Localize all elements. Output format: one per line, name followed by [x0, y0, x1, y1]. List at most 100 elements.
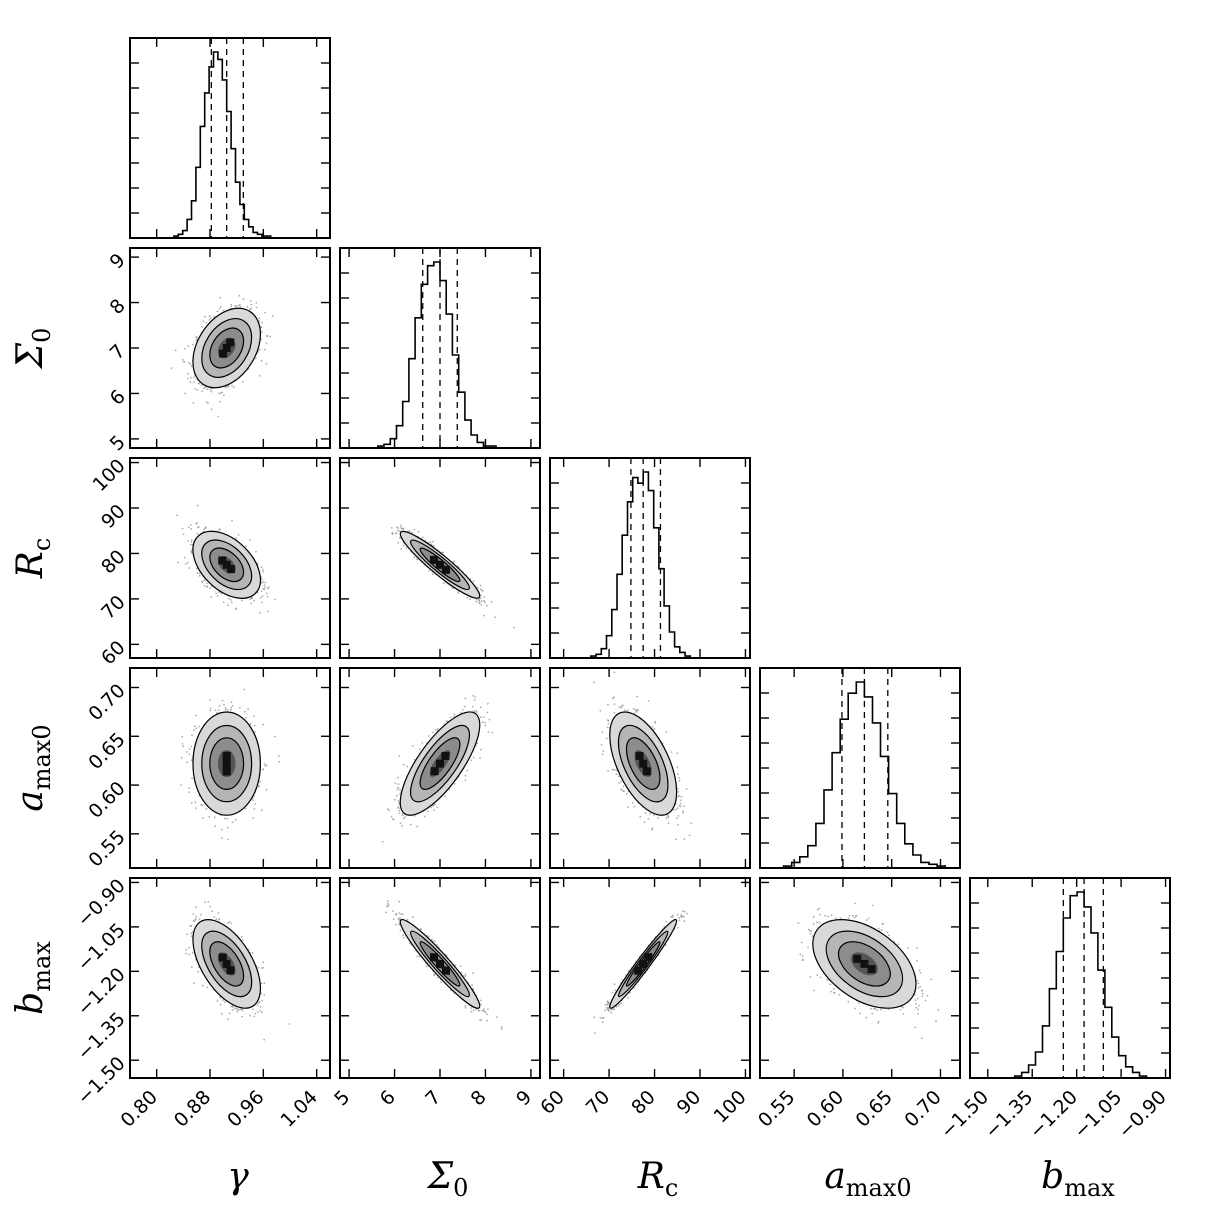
sample-point: [203, 387, 206, 390]
sample-point: [483, 599, 486, 602]
sample-point: [209, 587, 212, 589]
sample-point: [192, 343, 194, 346]
sample-point: [513, 626, 515, 629]
sample-point: [429, 541, 432, 544]
sample-point: [190, 745, 193, 748]
sample-point: [203, 579, 206, 582]
sample-point: [267, 586, 270, 588]
sample-point: [177, 561, 179, 564]
sample-point: [400, 524, 402, 527]
sample-point: [222, 601, 225, 603]
sample-point: [255, 550, 257, 553]
sample-point: [261, 321, 263, 324]
sample-point: [417, 530, 420, 533]
sample-point: [239, 305, 242, 308]
sample-point: [256, 562, 259, 564]
sample-point: [190, 365, 193, 368]
sample-point: [272, 315, 274, 317]
sample-point: [202, 817, 204, 819]
sample-point: [260, 326, 263, 329]
panel-content: [170, 294, 274, 418]
sample-point: [219, 400, 221, 403]
sample-point: [210, 390, 213, 393]
sample-point: [201, 390, 204, 393]
sample-point: [208, 319, 211, 321]
sample-point: [231, 821, 234, 824]
sample-point: [266, 595, 269, 598]
sample-point: [242, 298, 245, 300]
sample-point: [188, 753, 191, 756]
sample-point: [267, 610, 270, 613]
sample-point: [202, 320, 205, 323]
sample-point: [252, 799, 254, 802]
sample-point: [278, 755, 280, 757]
sample-point: [198, 572, 201, 574]
sample-point: [480, 594, 483, 596]
sample-point: [466, 596, 469, 599]
sample-point: [396, 526, 399, 529]
sample-point: [189, 381, 192, 383]
sample-point: [196, 389, 199, 391]
sample-point: [225, 385, 228, 388]
sample-point: [432, 544, 435, 547]
sample-point: [195, 807, 197, 809]
sample-point: [258, 317, 261, 320]
sample-point: [190, 550, 193, 553]
sample-point: [479, 597, 482, 600]
sample-point: [220, 837, 223, 839]
sample-point: [395, 531, 398, 534]
sample-point: [267, 587, 269, 590]
sample-point: [216, 310, 219, 313]
sample-point: [226, 838, 229, 841]
sample-point: [422, 536, 424, 539]
sample-point: [216, 595, 219, 597]
density-peak-cell: [436, 560, 444, 569]
sample-point: [245, 545, 248, 548]
sample-point: [250, 307, 252, 310]
sample-point: [260, 331, 263, 333]
sample-point: [237, 534, 240, 536]
sample-point: [187, 540, 190, 542]
sample-point: [440, 551, 443, 554]
sample-point: [402, 544, 405, 547]
sample-point: [196, 504, 199, 507]
panel-content: [377, 248, 503, 448]
sample-point: [479, 588, 482, 591]
sample-point: [274, 598, 276, 601]
sample-point: [195, 336, 198, 338]
sample-point: [483, 596, 486, 598]
sample-point: [265, 362, 268, 365]
sample-point: [207, 402, 209, 404]
sample-point: [223, 817, 226, 820]
sample-point: [259, 611, 261, 614]
sample-point: [391, 532, 394, 535]
sample-point: [220, 392, 222, 394]
sample-point: [193, 381, 195, 384]
sample-point: [176, 514, 179, 517]
histogram-step: [173, 51, 280, 238]
sample-point: [184, 392, 187, 395]
sample-point: [240, 599, 243, 602]
sample-point: [198, 574, 201, 577]
sample-point: [231, 519, 233, 522]
sample-point: [170, 367, 173, 370]
sample-point: [237, 304, 240, 307]
sample-point: [442, 551, 445, 554]
sample-point: [457, 592, 460, 594]
sample-point: [259, 781, 262, 783]
sample-point: [400, 547, 403, 550]
sample-point: [405, 547, 408, 549]
sample-point: [453, 560, 456, 562]
sample-point: [259, 348, 261, 351]
sample-point: [224, 706, 227, 709]
sample-point: [187, 345, 190, 348]
sample-point: [189, 524, 192, 526]
sample-point: [193, 376, 196, 379]
sample-point: [235, 305, 238, 308]
sample-point: [192, 401, 195, 404]
sample-point: [186, 761, 188, 764]
sample-point: [230, 303, 233, 306]
sample-point: [195, 727, 198, 730]
sample-point: [196, 532, 199, 535]
